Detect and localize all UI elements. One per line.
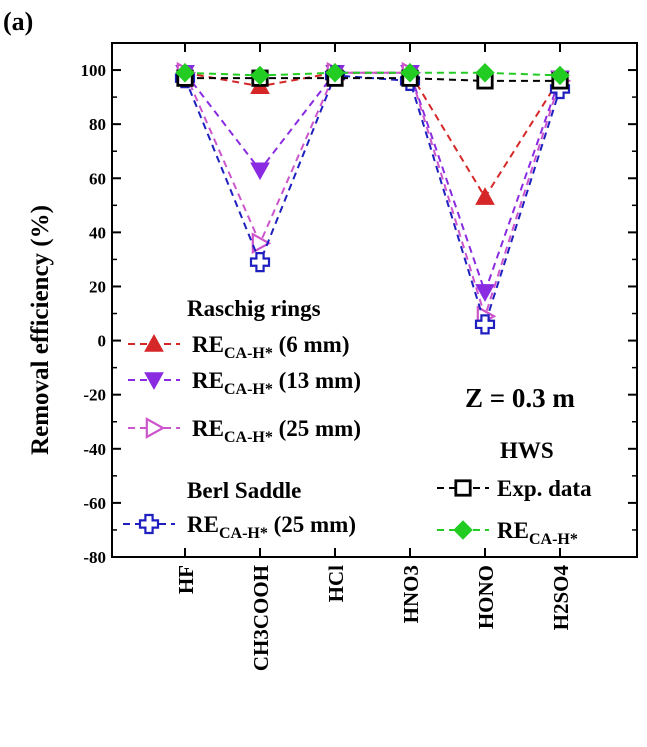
condition-annotation: Z = 0.3 m bbox=[465, 383, 575, 413]
data-point bbox=[475, 63, 495, 83]
x-tick-label: CH3COOH bbox=[249, 565, 273, 671]
legend-marker bbox=[453, 520, 473, 540]
data-point bbox=[475, 187, 495, 205]
series-line bbox=[184, 74, 561, 328]
y-tick-label: -40 bbox=[83, 440, 106, 459]
y-tick-label: -60 bbox=[83, 494, 106, 513]
series-1 bbox=[175, 65, 570, 302]
data-point bbox=[400, 63, 420, 83]
y-axis-label: Removal efficiency (%) bbox=[27, 205, 54, 455]
legend-entry-4: Exp. data bbox=[437, 476, 592, 501]
series-line bbox=[184, 71, 561, 200]
data-point bbox=[250, 65, 270, 86]
series-layer bbox=[174, 61, 572, 335]
data-point bbox=[550, 65, 570, 86]
data-point bbox=[175, 63, 195, 83]
data-point bbox=[251, 232, 272, 255]
legend: Raschig rings Berl Saddle HWS RECA-H* (6… bbox=[123, 296, 592, 548]
legend-entry-3: RECA-H* (25 mm) bbox=[123, 512, 356, 542]
series-line bbox=[184, 71, 561, 320]
legend-label: RECA-H* bbox=[497, 518, 578, 548]
y-tick-label: 20 bbox=[89, 277, 106, 296]
x-tick-label: HONO bbox=[474, 565, 498, 629]
y-tick-label: 40 bbox=[89, 223, 106, 242]
legend-label: Exp. data bbox=[497, 476, 592, 501]
legend-label: RECA-H* (13 mm) bbox=[192, 368, 361, 398]
plot-border bbox=[111, 42, 638, 558]
legend-entry-0: RECA-H* (6 mm) bbox=[128, 332, 349, 362]
y-tick-label: 0 bbox=[98, 332, 107, 351]
x-tick-label: HF bbox=[174, 565, 198, 594]
y-axis-ticks: -80 -60 -40 -20 0 20 40 60 80 100 bbox=[81, 61, 637, 567]
x-axis-ticks: HF CH3COOH HCl HNO3 HONO H2SO4 bbox=[174, 43, 573, 671]
series-3 bbox=[174, 65, 571, 335]
legend-label: RECA-H* (25 mm) bbox=[187, 512, 356, 542]
x-tick-label: HNO3 bbox=[399, 565, 423, 623]
data-point bbox=[474, 314, 496, 335]
panel-label: (a) bbox=[3, 7, 33, 36]
series-5 bbox=[175, 63, 570, 86]
legend-marker bbox=[454, 479, 472, 497]
data-point bbox=[249, 252, 271, 273]
legend-marker bbox=[144, 333, 164, 352]
legend-marker bbox=[144, 372, 164, 391]
series-0 bbox=[175, 62, 570, 205]
legend-group-raschig: Raschig rings bbox=[187, 296, 321, 321]
series-line bbox=[185, 77, 560, 82]
data-point bbox=[250, 162, 270, 181]
legend-group-hws: HWS bbox=[500, 438, 554, 463]
data-point bbox=[325, 63, 345, 83]
y-tick-label: -20 bbox=[83, 386, 106, 405]
legend-entry-5: RECA-H* bbox=[437, 518, 578, 548]
legend-entry-2: RECA-H* (25 mm) bbox=[128, 416, 361, 446]
series-line bbox=[184, 71, 561, 77]
data-point bbox=[475, 284, 495, 302]
series-line bbox=[184, 71, 561, 295]
legend-entry-1: RECA-H* (13 mm) bbox=[128, 368, 361, 398]
y-tick-label: 80 bbox=[89, 115, 106, 134]
legend-marker bbox=[145, 417, 166, 439]
y-tick-label: 100 bbox=[81, 61, 107, 80]
y-tick-label: 60 bbox=[89, 169, 106, 188]
legend-marker bbox=[138, 513, 160, 535]
series-2 bbox=[176, 61, 572, 328]
legend-label: RECA-H* (6 mm) bbox=[192, 332, 349, 362]
x-tick-label: HCl bbox=[324, 565, 348, 603]
x-tick-label: H2SO4 bbox=[549, 565, 573, 631]
legend-group-berl: Berl Saddle bbox=[187, 478, 301, 503]
y-tick-label: -80 bbox=[83, 548, 106, 567]
plot-frame bbox=[111, 42, 638, 558]
legend-label: RECA-H* (25 mm) bbox=[192, 416, 361, 446]
